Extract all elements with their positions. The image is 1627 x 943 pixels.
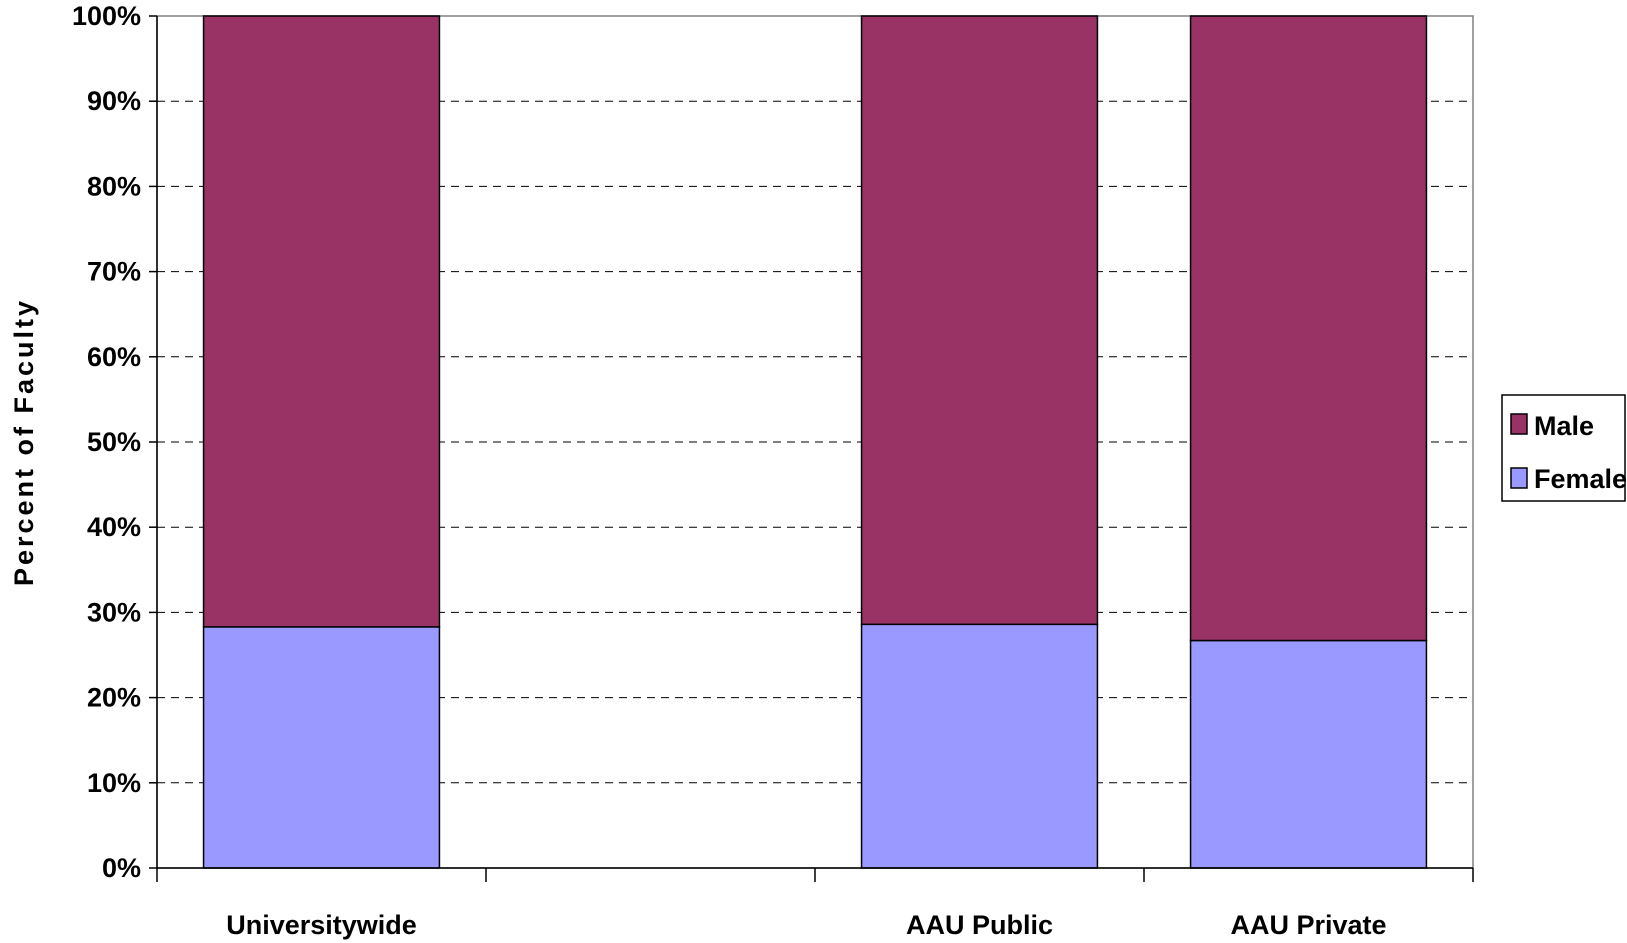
legend-label-male: Male [1534,411,1594,441]
legend-swatch-female [1510,467,1528,489]
y-tick-label: 80% [87,171,141,201]
axes [149,15,1474,882]
y-tick-label: 70% [87,257,141,287]
bars [202,15,1428,869]
bar-female [860,623,1099,869]
y-tick-label: 100% [72,1,141,31]
bar-male [1189,15,1428,642]
legend-swatch-male [1510,413,1528,435]
bar-female [202,626,441,869]
y-tick-labels: 0% 10% 20% 30% 40% 50% 60% 70% 80% 90% 100% [72,1,141,883]
y-tick-label: 20% [87,683,141,713]
y-tick-label: 0% [102,853,141,883]
x-tick-label: AAU Public [906,910,1053,940]
y-tick-label: 50% [87,427,141,457]
x-tick-label: AAU Private [1230,910,1386,940]
x-tick-label: Universitywide [226,910,417,940]
legend: Male Female [1501,394,1627,502]
y-axis-title: Percent of Faculty [9,298,39,586]
bar-male [860,15,1099,626]
y-tick-label: 30% [87,597,141,627]
y-tick-label: 10% [87,768,141,798]
bar-male [202,15,441,628]
legend-label-female: Female [1534,464,1627,494]
y-tick-label: 40% [87,512,141,542]
bar-female [1189,639,1428,869]
y-tick-label: 60% [87,342,141,372]
x-tick-labels: Universitywide AAU Public AAU Private [226,910,1386,940]
y-tick-label: 90% [87,86,141,116]
